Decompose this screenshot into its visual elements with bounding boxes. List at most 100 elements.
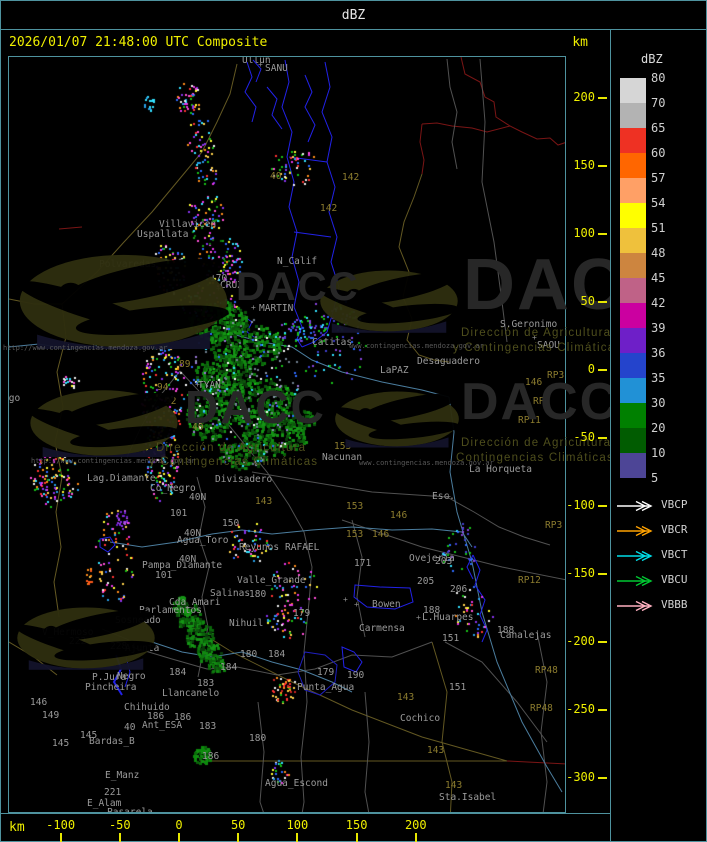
map-label: Pampa_Diamante <box>142 560 223 571</box>
scale-color-box <box>620 153 646 178</box>
map-label: Uspallata <box>137 229 189 240</box>
y-axis-tick <box>598 573 607 575</box>
map-label: Cochico <box>400 713 441 724</box>
vector-row: VBCR <box>615 523 688 537</box>
map-label: 179 <box>293 608 311 619</box>
map-label: RP3 <box>545 520 563 531</box>
scale-label: 54 <box>651 196 666 210</box>
map-label: 206 <box>450 584 468 595</box>
map-label: 101 <box>170 508 188 519</box>
vector-arrow-icon <box>617 525 653 537</box>
map-label: 171 <box>354 558 372 569</box>
map-labels-layer: Ullun SANU Villavicen Uspallata Polvaredas N_… <box>9 57 565 812</box>
vector-arrow-icon <box>617 600 653 612</box>
map-label: LaPAZ <box>380 365 409 376</box>
scale-label: 51 <box>651 221 666 235</box>
scale-color-box <box>620 128 646 153</box>
y-axis-tick <box>598 709 607 711</box>
map-label: RP48 <box>530 703 553 714</box>
map-label: Llancanelo <box>162 688 220 699</box>
vector-label: VBCU <box>661 573 688 586</box>
timestamp-text: 2026/01/07 21:48:00 UTC Composite <box>9 35 268 50</box>
map-label: Salinas <box>210 588 251 599</box>
map-label: RP3 <box>533 396 551 407</box>
map-label: 153 <box>346 529 364 540</box>
map-label: Ant_ESA <box>142 720 183 731</box>
map-label: 228 <box>110 641 128 652</box>
station-marker-icon: + <box>446 492 451 501</box>
map-label: 145 <box>52 738 70 749</box>
map-label: Negro <box>117 671 146 682</box>
station-marker-icon: + <box>354 600 359 609</box>
vector-row: VBCU <box>615 573 688 587</box>
map-label: 94 <box>157 382 169 393</box>
vector-arrow-icon <box>617 550 653 562</box>
y-axis-tick <box>598 437 607 439</box>
map-label: 222 <box>69 636 87 647</box>
map-label: 186 <box>174 712 192 723</box>
y-axis-unit: km <box>572 35 588 50</box>
scale-label: 10 <box>651 446 666 460</box>
scale-color-box <box>620 278 646 303</box>
map-label: Esc. <box>432 491 455 502</box>
vector-arrow-icon <box>617 500 653 512</box>
y-axis-label: 100 <box>573 226 595 240</box>
map-label: 183 <box>199 721 217 732</box>
vector-label: VBCP <box>661 498 688 511</box>
y-axis-label: 150 <box>573 158 595 172</box>
map-label: RP12 <box>518 575 541 586</box>
map-label: 153 <box>346 501 364 512</box>
map-label: 40 <box>124 722 136 733</box>
vector-label: VBCT <box>661 548 688 561</box>
map-label: Nacunan <box>322 452 363 463</box>
window-title-bar[interactable]: dBZ <box>0 0 707 30</box>
station-marker-icon: + <box>258 60 263 69</box>
x-axis-tick <box>118 833 121 842</box>
map-label: Desaguadero <box>417 356 480 367</box>
map-label: 180 <box>240 649 258 660</box>
scale-label: 36 <box>651 346 666 360</box>
station-marker-icon: + <box>532 333 537 342</box>
scale-color-box <box>620 328 646 353</box>
scale-title: dBZ <box>641 52 663 66</box>
x-axis-label: 100 <box>286 818 309 832</box>
map-label: Sta.Isabel <box>439 792 497 803</box>
radar-map-area[interactable]: Ullun SANU Villavicen Uspallata Polvaredas N_… <box>8 56 566 813</box>
y-axis-tick <box>598 641 607 643</box>
map-label: 203 <box>435 556 453 567</box>
map-label: Lag.Diamante <box>87 473 156 484</box>
map-label: 40 <box>192 422 204 433</box>
x-axis-label: -100 <box>46 818 76 832</box>
map-label: P.Jura <box>92 672 127 683</box>
map-label: 180 <box>249 733 267 744</box>
map-label: SANU <box>265 63 288 74</box>
map-label: Co_Negro <box>150 483 196 494</box>
scale-color-box <box>620 178 646 203</box>
map-label: 92 <box>165 396 177 407</box>
map-label: 101 <box>155 570 173 581</box>
scale-label: 60 <box>651 146 666 160</box>
map-label: Reyunos <box>239 542 280 553</box>
station-marker-icon: + <box>216 284 221 293</box>
vector-label: VBCR <box>661 523 688 536</box>
map-label: Pincheira <box>85 682 137 693</box>
station-marker-icon: + <box>343 595 348 604</box>
x-axis-unit: km <box>9 820 25 835</box>
map-label: 146 <box>30 697 48 708</box>
map-label: 188 <box>423 605 441 616</box>
scale-color-box <box>620 453 646 478</box>
x-axis-tick <box>237 833 240 842</box>
scale-color-box <box>620 228 646 253</box>
scale-label: 42 <box>651 296 666 310</box>
map-label: 146 <box>372 529 390 540</box>
map-label: 183 <box>197 678 215 689</box>
map-label: 146 <box>390 510 408 521</box>
y-axis-tick <box>598 165 607 167</box>
map-label: Agua_Escond <box>265 778 328 789</box>
x-axis-label: -50 <box>108 818 131 832</box>
map-label: Sosneado <box>115 615 161 626</box>
scale-label: 70 <box>651 96 666 110</box>
x-axis-tick <box>59 833 62 842</box>
y-axis-tick <box>598 97 607 99</box>
x-axis-label: 50 <box>230 818 246 832</box>
